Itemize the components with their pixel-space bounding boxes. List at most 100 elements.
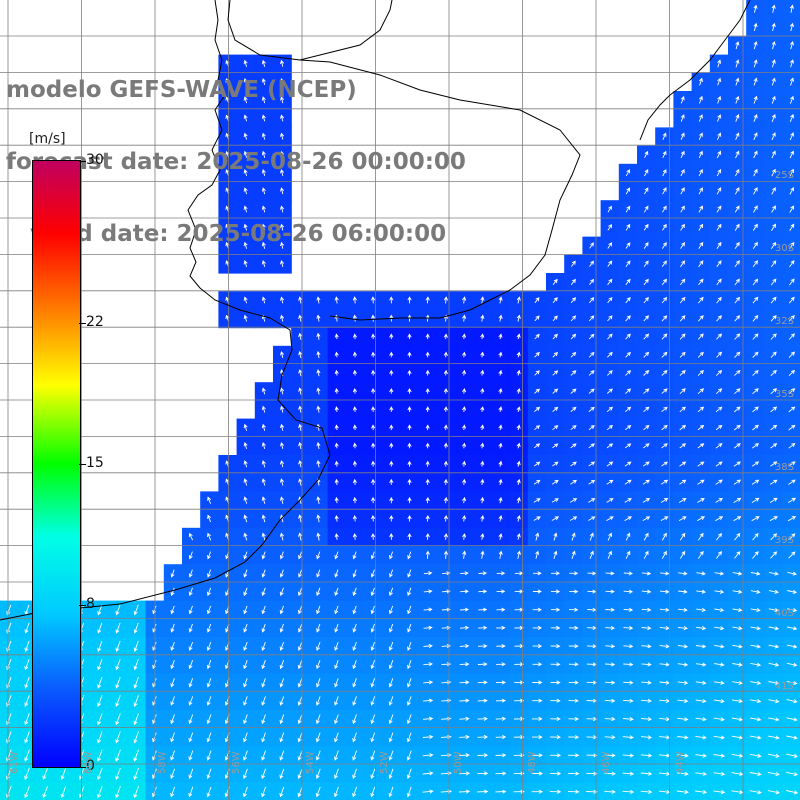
- wind-arrow: [753, 4, 758, 13]
- wind-arrow: [316, 660, 321, 670]
- wind-arrow: [606, 516, 614, 521]
- wind-arrow: [735, 150, 740, 159]
- wind-arrow: [568, 698, 579, 703]
- wind-arrow: [477, 771, 489, 776]
- wind-arrow: [679, 406, 686, 413]
- wind-arrow: [352, 660, 357, 670]
- wind-arrow: [352, 551, 357, 560]
- wind-arrow: [316, 587, 321, 597]
- wind-arrow: [460, 607, 470, 612]
- wind-arrow: [188, 732, 194, 743]
- wind-arrow: [207, 514, 212, 523]
- wind-arrow: [477, 643, 488, 649]
- wind-arrow: [188, 696, 194, 706]
- wind-arrow: [568, 662, 579, 667]
- wind-arrow: [771, 77, 776, 86]
- wind-arrow: [715, 443, 723, 449]
- wind-arrow: [679, 370, 686, 376]
- wind-arrow: [735, 77, 740, 86]
- wind-arrow: [133, 658, 139, 671]
- wind-arrow: [24, 640, 30, 653]
- wind-arrow: [297, 768, 303, 780]
- wind-arrow: [733, 461, 741, 467]
- wind-arrow: [677, 662, 689, 667]
- wind-arrow: [788, 369, 796, 377]
- wind-arrow: [516, 514, 521, 522]
- wind-arrow: [604, 698, 616, 703]
- wind-arrow: [298, 332, 303, 340]
- wind-arrow: [771, 95, 776, 104]
- wind-arrow: [425, 442, 430, 449]
- wind-arrow: [298, 460, 303, 468]
- wind-arrow: [371, 496, 376, 504]
- wind-arrow: [753, 95, 758, 104]
- wind-arrow: [97, 731, 103, 744]
- wind-arrow: [679, 550, 686, 559]
- wind-arrow: [280, 132, 285, 140]
- wind-arrow: [788, 296, 795, 304]
- wind-arrow: [643, 260, 649, 267]
- wind-arrow: [552, 370, 559, 376]
- wind-arrow: [388, 696, 394, 706]
- wind-arrow: [389, 514, 394, 522]
- wind-arrow: [550, 716, 561, 721]
- wind-arrow: [243, 223, 248, 231]
- wind-arrow: [678, 571, 688, 576]
- wind-arrow: [550, 753, 562, 758]
- wind-arrow: [734, 241, 740, 249]
- wind-arrow: [425, 406, 430, 412]
- wind-arrow: [352, 750, 358, 761]
- wind-arrow: [531, 753, 543, 758]
- wind-arrow: [735, 41, 740, 50]
- wind-arrow: [625, 169, 630, 177]
- wind-arrow: [406, 696, 412, 706]
- wind-arrow: [514, 680, 525, 685]
- wind-arrow: [422, 771, 434, 776]
- wind-arrow: [243, 205, 248, 213]
- wind-arrow: [480, 369, 485, 376]
- wind-arrow: [734, 351, 741, 358]
- wind-arrow: [334, 750, 339, 761]
- wind-arrow: [352, 333, 357, 340]
- wind-arrow: [734, 205, 740, 213]
- wind-arrow: [334, 296, 339, 304]
- latitude-label: 25S: [774, 170, 794, 181]
- model-title: modelo GEFS-WAVE (NCEP): [6, 77, 357, 103]
- wind-arrow: [496, 625, 506, 630]
- wind-arrow: [716, 150, 722, 159]
- wind-arrow: [261, 132, 266, 140]
- wind-arrow: [261, 423, 266, 431]
- wind-arrow: [280, 350, 285, 359]
- wind-arrow: [534, 370, 540, 376]
- wind-arrow: [207, 532, 212, 541]
- wind-arrow: [261, 223, 266, 231]
- wind-arrow: [261, 569, 266, 578]
- wind-arrow: [334, 478, 339, 485]
- wind-arrow: [498, 442, 503, 449]
- wind-arrow: [352, 623, 357, 633]
- wind-arrow: [352, 732, 357, 743]
- wind-arrow: [588, 425, 595, 431]
- wind-arrow: [477, 716, 488, 721]
- wind-arrow: [643, 351, 650, 358]
- wind-arrow: [480, 478, 485, 485]
- wind-arrow: [442, 571, 451, 576]
- wind-arrow: [422, 716, 434, 721]
- wind-arrow: [389, 333, 394, 340]
- wind-arrow: [789, 205, 795, 213]
- wind-arrow: [388, 714, 394, 725]
- wind-arrow: [641, 626, 652, 631]
- wind-arrow: [297, 641, 303, 651]
- wind-arrow: [750, 699, 762, 704]
- wind-arrow: [315, 696, 321, 706]
- wind-arrow: [604, 680, 616, 685]
- wind-arrow: [752, 551, 759, 559]
- wind-arrow: [425, 296, 430, 304]
- wind-arrow: [771, 205, 776, 213]
- wind-arrow: [280, 387, 285, 395]
- wind-arrow: [352, 369, 357, 376]
- wind-arrow: [534, 297, 540, 304]
- wind-arrow: [549, 789, 562, 794]
- wind-arrow: [661, 333, 668, 340]
- longitude-label: 50W: [453, 751, 464, 774]
